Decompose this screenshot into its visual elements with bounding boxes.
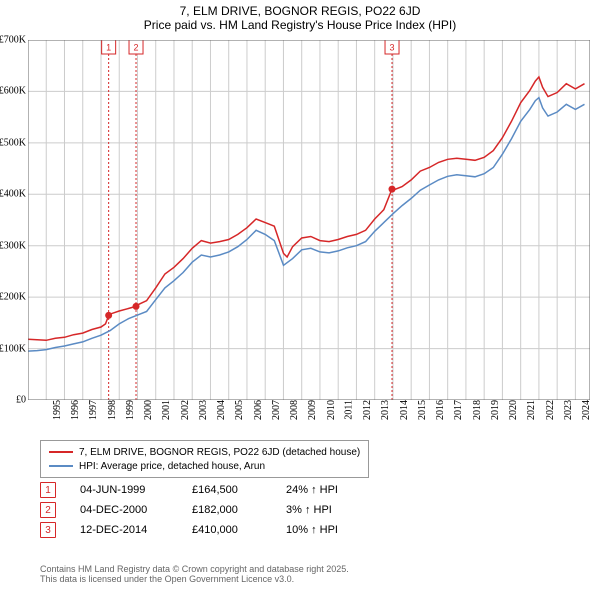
x-tick-label: 1996 [70, 400, 81, 420]
transaction-delta: 10% ↑ HPI [286, 524, 376, 536]
x-tick-label: 2014 [399, 400, 410, 420]
y-tick-label: £200K [0, 292, 26, 303]
legend: 7, ELM DRIVE, BOGNOR REGIS, PO22 6JD (de… [40, 440, 369, 478]
transaction-row: 2 04-DEC-2000 £182,000 3% ↑ HPI [40, 500, 376, 520]
y-tick-label: £300K [0, 240, 26, 251]
x-tick-label: 2021 [526, 400, 537, 420]
x-tick-label: 2023 [563, 400, 574, 420]
footer-line-1: Contains HM Land Registry data © Crown c… [40, 564, 349, 574]
y-tick-label: £600K [0, 86, 26, 97]
x-tick-label: 1998 [107, 400, 118, 420]
transaction-delta: 24% ↑ HPI [286, 484, 376, 496]
x-tick-label: 2008 [289, 400, 300, 420]
transaction-marker: 2 [40, 502, 56, 518]
footer-attribution: Contains HM Land Registry data © Crown c… [40, 564, 349, 584]
transaction-table: 1 04-JUN-1999 £164,500 24% ↑ HPI 2 04-DEC-200… [40, 480, 376, 540]
x-tick-label: 2012 [362, 400, 373, 420]
transaction-delta: 3% ↑ HPI [286, 504, 376, 516]
transaction-marker: 3 [40, 522, 56, 538]
x-tick-label: 1995 [52, 400, 63, 420]
x-tick-label: 2018 [472, 400, 483, 420]
legend-swatch [49, 465, 73, 467]
x-tick-label: 2017 [453, 400, 464, 420]
transaction-date: 04-DEC-2000 [80, 504, 168, 516]
chart-svg: 1 2 3 [28, 40, 590, 400]
y-axis-labels: £0£100K£200K£300K£400K£500K£600K£700K [0, 40, 28, 400]
legend-swatch [49, 451, 73, 453]
x-tick-label: 2001 [161, 400, 172, 420]
legend-row: HPI: Average price, detached house, Arun [49, 459, 360, 473]
x-tick-label: 2020 [508, 400, 519, 420]
title-line-2: Price paid vs. HM Land Registry's House … [0, 18, 600, 32]
transaction-row: 1 04-JUN-1999 £164,500 24% ↑ HPI [40, 480, 376, 500]
transaction-price: £410,000 [192, 524, 262, 536]
y-tick-label: £700K [0, 35, 26, 46]
transaction-marker: 1 [40, 482, 56, 498]
transaction-price: £182,000 [192, 504, 262, 516]
svg-text:3: 3 [390, 42, 395, 52]
x-tick-label: 2009 [307, 400, 318, 420]
x-tick-label: 2007 [271, 400, 282, 420]
x-tick-label: 2004 [216, 400, 227, 420]
chart-title-block: 7, ELM DRIVE, BOGNOR REGIS, PO22 6JD Pri… [0, 0, 600, 32]
y-tick-label: £0 [16, 395, 26, 406]
legend-label: HPI: Average price, detached house, Arun [79, 461, 265, 472]
svg-text:2: 2 [134, 42, 139, 52]
x-tick-label: 1997 [88, 400, 99, 420]
x-tick-label: 2022 [545, 400, 556, 420]
chart-area: 1 2 3 [28, 40, 590, 400]
x-tick-label: 2011 [344, 400, 355, 420]
x-tick-label: 1999 [125, 400, 136, 420]
x-tick-label: 2000 [143, 400, 154, 420]
x-tick-label: 2006 [253, 400, 264, 420]
transaction-price: £164,500 [192, 484, 262, 496]
title-line-1: 7, ELM DRIVE, BOGNOR REGIS, PO22 6JD [0, 4, 600, 18]
transaction-date: 12-DEC-2014 [80, 524, 168, 536]
svg-text:1: 1 [106, 42, 111, 52]
y-tick-label: £500K [0, 137, 26, 148]
footer-line-2: This data is licensed under the Open Gov… [40, 574, 349, 584]
x-tick-label: 2002 [180, 400, 191, 420]
x-tick-label: 2010 [326, 400, 337, 420]
y-tick-label: £400K [0, 189, 26, 200]
x-tick-label: 2019 [490, 400, 501, 420]
x-tick-label: 2015 [417, 400, 428, 420]
x-tick-label: 2013 [380, 400, 391, 420]
x-tick-label: 2003 [198, 400, 209, 420]
x-tick-label: 2024 [581, 400, 592, 420]
transaction-date: 04-JUN-1999 [80, 484, 168, 496]
legend-label: 7, ELM DRIVE, BOGNOR REGIS, PO22 6JD (de… [79, 447, 360, 458]
y-tick-label: £100K [0, 343, 26, 354]
x-tick-label: 2016 [435, 400, 446, 420]
transaction-row: 3 12-DEC-2014 £410,000 10% ↑ HPI [40, 520, 376, 540]
x-axis-labels: 1995 1996 1997 1998 1999 2000 2001 2002 2003 2004… [28, 400, 590, 440]
x-tick-label: 2005 [234, 400, 245, 420]
legend-row: 7, ELM DRIVE, BOGNOR REGIS, PO22 6JD (de… [49, 445, 360, 459]
